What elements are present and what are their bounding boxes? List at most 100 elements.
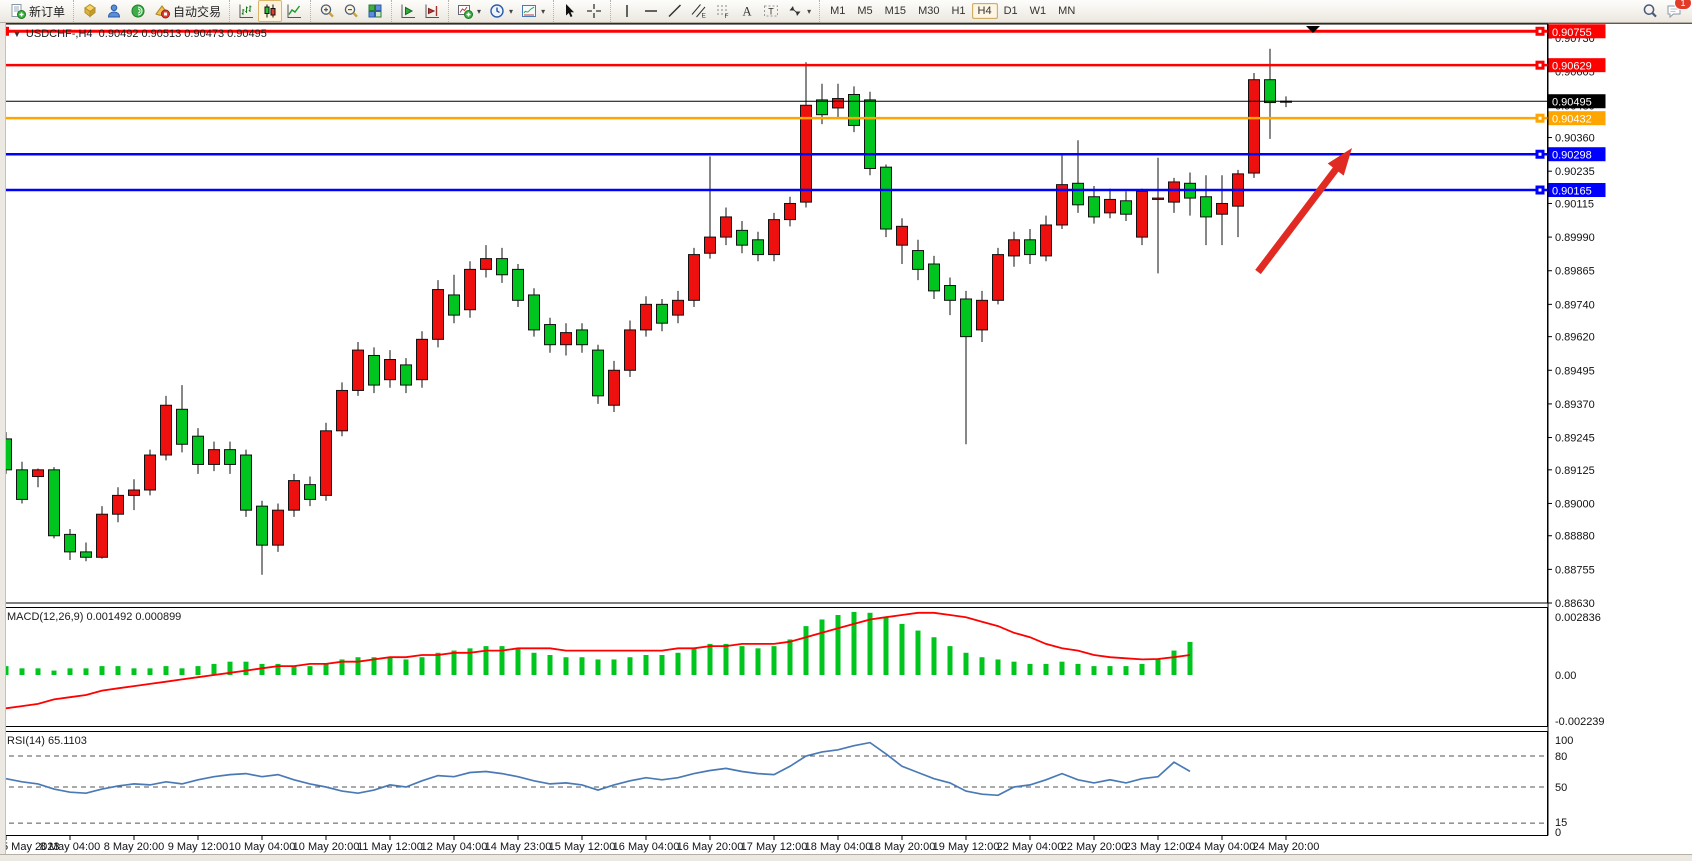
macd-histogram-bar (1043, 663, 1049, 675)
macd-histogram-bar (403, 659, 409, 675)
chart-menu-icon[interactable]: ▼ (13, 30, 21, 39)
horizontal-line-0.90298[interactable] (0, 149, 1548, 159)
candle (384, 350, 396, 388)
hline-badge-label: 0.90755 (1552, 27, 1592, 39)
price-tick-label: 0.89370 (1555, 399, 1595, 411)
current-price-badge (1548, 94, 1606, 109)
triangle-marker-icon[interactable] (1306, 26, 1320, 33)
candle (288, 473, 300, 517)
macd-histogram-bar (867, 612, 873, 675)
toolbar-group (391, 0, 448, 22)
hline-badge-label: 0.90432 (1552, 114, 1592, 126)
macd-histogram-bar (83, 668, 89, 675)
horizontal-line-0.90165[interactable] (0, 185, 1548, 195)
candle (320, 422, 332, 501)
tile-windows-button[interactable] (363, 0, 387, 22)
chevron-down-icon[interactable]: ▾ (509, 6, 514, 16)
macd-histogram-bar (835, 615, 841, 675)
market-watch-button[interactable] (78, 0, 102, 22)
text-button[interactable]: A (735, 0, 759, 22)
cursor-button[interactable] (558, 0, 582, 22)
candle (1008, 231, 1020, 267)
macd-histogram-bar (499, 646, 505, 675)
macd-histogram-bar (451, 650, 457, 675)
notifications-button[interactable]: 1 (1662, 0, 1692, 22)
trend-arrow-annotation[interactable] (1255, 148, 1352, 275)
timeframe-button-m30[interactable]: M30 (918, 5, 940, 17)
rsi-pane (0, 741, 1548, 824)
horizontal-line-button[interactable] (639, 0, 663, 22)
timeframe-button-h1[interactable]: H1 (951, 5, 966, 17)
fibonacci-button[interactable]: F (711, 0, 735, 22)
macd-histogram-bar (659, 655, 665, 675)
macd-scale-label: 0.00 (1555, 670, 1576, 682)
chart-background (0, 23, 1692, 861)
candle (96, 506, 108, 559)
chart-shift-button[interactable] (420, 0, 444, 22)
templates-button[interactable]: ▾ (517, 0, 549, 22)
data-window-button[interactable] (102, 0, 126, 22)
candlestick-chart-button[interactable] (258, 0, 283, 22)
auto-trading-button[interactable]: 自动交易 (150, 0, 225, 22)
candle (656, 298, 668, 332)
time-axis-label: 15 May 12:00 (549, 841, 616, 853)
candle (960, 290, 972, 445)
macd-histogram-bar (179, 668, 185, 675)
candle (1072, 140, 1084, 213)
periods-icon (490, 4, 504, 18)
crosshair-button[interactable] (582, 0, 606, 22)
market-watch-icon (84, 3, 96, 18)
candle (768, 212, 780, 262)
candle (1040, 215, 1052, 262)
svg-text:A: A (743, 5, 752, 19)
zoom-in-button[interactable] (315, 0, 339, 22)
macd-histogram-bar (675, 652, 681, 675)
equidistant-channel-button[interactable]: E (687, 0, 711, 22)
timeframe-button-w1[interactable]: W1 (1029, 5, 1047, 17)
macd-values: 0.001492 0.000899 (86, 611, 182, 623)
timeframe-button-mn[interactable]: MN (1058, 5, 1076, 17)
candle (1264, 48, 1276, 139)
zoom-out-button[interactable] (339, 0, 363, 22)
chevron-down-icon[interactable]: ▾ (807, 6, 812, 16)
line-chart-button[interactable] (282, 0, 306, 22)
crosshair-icon (587, 4, 602, 18)
hline-badge-label: 0.90298 (1552, 150, 1592, 162)
navigator-button[interactable] (126, 0, 150, 22)
timeframe-button-m15[interactable]: M15 (884, 5, 907, 17)
candle (992, 247, 1004, 305)
candle (1216, 175, 1228, 246)
chevron-down-icon[interactable]: ▾ (541, 6, 546, 16)
chevron-down-icon[interactable]: ▾ (477, 6, 482, 16)
candle (864, 91, 876, 176)
bar-chart-button[interactable] (234, 0, 258, 22)
macd-histogram-bar (1075, 663, 1081, 675)
auto-scroll-button[interactable] (396, 0, 420, 22)
timeframe-button-m5[interactable]: M5 (857, 5, 873, 17)
macd-histogram-bar (195, 666, 201, 675)
timeframe-button-h4[interactable]: H4 (971, 3, 998, 19)
indicators-button[interactable]: ▾ (453, 0, 485, 22)
cursor-icon (566, 4, 575, 17)
timeframe-button-m1[interactable]: M1 (830, 5, 846, 17)
svg-text:T: T (768, 7, 774, 17)
new-order-button[interactable]: 新订单 (6, 0, 69, 22)
candle (784, 196, 796, 227)
periods-button[interactable]: ▾ (485, 0, 517, 22)
macd-histogram-bar (339, 659, 345, 675)
horizontal-line-0.90432[interactable] (0, 113, 1548, 123)
search-button[interactable] (1638, 0, 1662, 22)
macd-histogram-bar (35, 668, 41, 675)
arrows-button[interactable]: ▾ (783, 0, 815, 22)
toolbar-group: E F A T ▾ (610, 0, 819, 22)
macd-histogram-bar (963, 652, 969, 675)
new-order-icon (11, 4, 26, 19)
timeframe-button-d1[interactable]: D1 (1003, 5, 1018, 17)
chart-symbol-period: USDCHF-,H4 (25, 28, 93, 40)
text-label-button[interactable]: T (759, 0, 783, 22)
macd-histogram-bar (1091, 666, 1097, 675)
horizontal-line-0.90629[interactable] (0, 60, 1548, 70)
vertical-line-button[interactable] (615, 0, 639, 22)
trendline-button[interactable] (663, 0, 687, 22)
